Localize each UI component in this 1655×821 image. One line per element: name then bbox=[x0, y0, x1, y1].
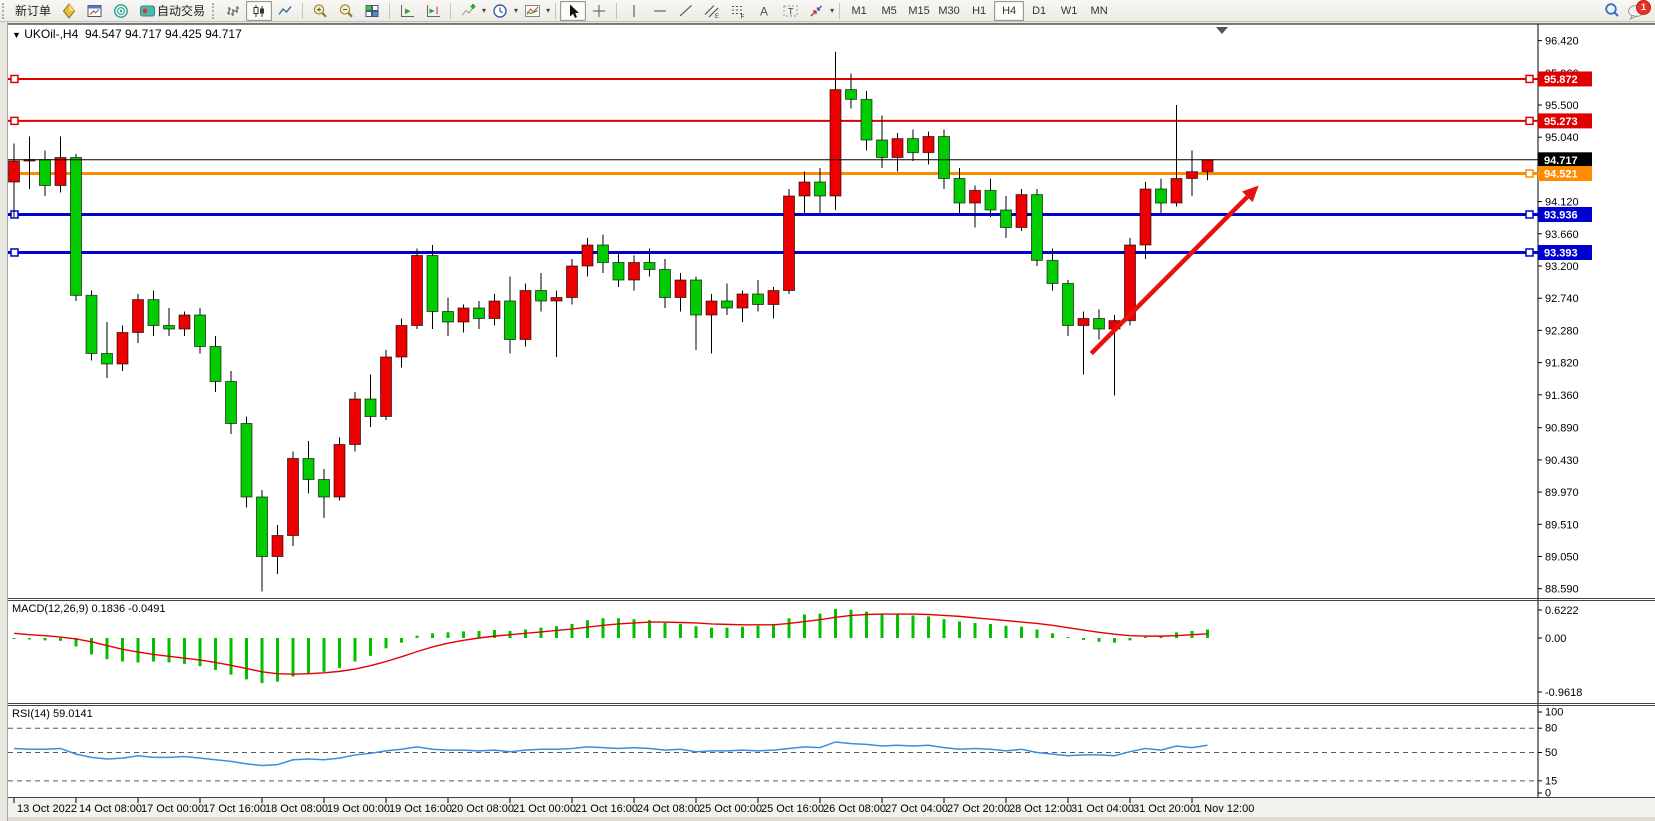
rsi-panel[interactable] bbox=[8, 706, 1537, 796]
indicators-button[interactable] bbox=[455, 1, 481, 21]
main-chart-panel[interactable] bbox=[8, 24, 1537, 597]
trendline-button[interactable] bbox=[673, 1, 699, 21]
arrows-dropdown-icon[interactable]: ▾ bbox=[830, 6, 835, 15]
profiles-icon[interactable] bbox=[82, 1, 108, 21]
chart-menu-icon[interactable]: ▼ bbox=[12, 30, 21, 40]
arrows-tool-button[interactable] bbox=[803, 1, 829, 21]
zoom-in-button[interactable] bbox=[307, 1, 333, 21]
new-order-button[interactable]: 新订单 bbox=[15, 4, 52, 18]
market-watch-icon[interactable] bbox=[108, 1, 134, 21]
timeframe-button-m1[interactable]: M1 bbox=[851, 4, 867, 17]
templates-button[interactable] bbox=[519, 1, 545, 21]
toolbar-separator bbox=[555, 2, 557, 19]
horizontal-line-button[interactable] bbox=[647, 1, 673, 21]
chat-icon[interactable]: 1 bbox=[1625, 0, 1651, 21]
autotrading-icon bbox=[140, 5, 156, 16]
toolbar-grip[interactable] bbox=[2, 2, 7, 19]
timeframe-button-m5[interactable]: M5 bbox=[881, 4, 897, 17]
timeframe-button-h1[interactable]: H1 bbox=[972, 4, 987, 17]
svg-text:F: F bbox=[740, 13, 744, 19]
toolbar-separator bbox=[302, 2, 304, 19]
timeframe-button-mn[interactable]: MN bbox=[1090, 4, 1108, 17]
svg-text:E: E bbox=[715, 14, 719, 19]
macd-panel[interactable] bbox=[8, 601, 1537, 702]
line-chart-button[interactable] bbox=[272, 1, 298, 21]
fibonacci-button[interactable]: F bbox=[725, 1, 751, 21]
toolbar-separator bbox=[450, 2, 452, 19]
macd-name: MACD(12,26,9) bbox=[12, 603, 89, 615]
candlestick-chart-button[interactable] bbox=[246, 0, 273, 21]
search-icon[interactable] bbox=[1599, 1, 1625, 21]
timeframe-button-m15[interactable]: M15 bbox=[908, 4, 930, 17]
autotrading-button[interactable]: 自动交易 bbox=[134, 1, 210, 21]
macd-values: 0.1836 -0.0491 bbox=[91, 603, 166, 615]
rsi-value: 59.0141 bbox=[52, 708, 93, 720]
rsi-label: RSI(14) 59.0141 bbox=[12, 708, 93, 720]
toolbar-right-group: 1 bbox=[1599, 0, 1655, 21]
cursor-button[interactable] bbox=[560, 0, 587, 21]
svg-text:T: T bbox=[788, 6, 794, 16]
autotrading-label: 自动交易 bbox=[157, 4, 206, 18]
main-toolbar: 新订单 自动交易 ▾ ▾ bbox=[0, 0, 1655, 22]
time-axis-strip[interactable] bbox=[8, 798, 1655, 817]
horizontal-scrollbar[interactable] bbox=[8, 817, 1655, 821]
chart-symbol-period: UKOil-,H4 bbox=[24, 27, 79, 41]
macd-label: MACD(12,26,9) 0.1836 -0.0491 bbox=[12, 603, 166, 615]
equidistant-channel-button[interactable]: E bbox=[699, 1, 725, 21]
text-tool-button[interactable]: A bbox=[751, 1, 777, 21]
text-label-button[interactable]: T bbox=[777, 1, 803, 21]
toolbar-separator bbox=[616, 2, 618, 19]
tile-windows-button[interactable] bbox=[359, 1, 385, 21]
timeframe-button-d1[interactable]: D1 bbox=[1032, 4, 1047, 17]
chart-title: ▼ UKOil-,H4 94.547 94.717 94.425 94.717 bbox=[12, 27, 242, 41]
crosshair-button[interactable] bbox=[586, 1, 612, 21]
toolbar-grip[interactable] bbox=[212, 2, 217, 19]
svg-text:A: A bbox=[760, 4, 768, 18]
chat-notification-badge: 1 bbox=[1636, 0, 1651, 15]
price-axis[interactable] bbox=[1538, 24, 1655, 797]
toolbar-separator bbox=[389, 2, 391, 19]
vertical-line-button[interactable] bbox=[621, 1, 647, 21]
periods-dropdown-icon[interactable]: ▾ bbox=[514, 6, 519, 15]
timeframe-button-m30[interactable]: M30 bbox=[938, 4, 960, 17]
timeframe-group: M1 M5 M15 M30 H1 H4 D1 W1 MN bbox=[844, 0, 1114, 21]
periods-button[interactable] bbox=[487, 1, 513, 21]
timeframe-button-h4[interactable]: H4 bbox=[994, 0, 1025, 21]
chart-shift-button[interactable] bbox=[420, 1, 446, 21]
zoom-out-button[interactable] bbox=[333, 1, 359, 21]
templates-dropdown-icon[interactable]: ▾ bbox=[546, 6, 551, 15]
bar-chart-button[interactable] bbox=[220, 1, 246, 21]
toolbar-separator bbox=[839, 2, 841, 19]
new-chart-icon[interactable] bbox=[56, 1, 82, 21]
chart-ohlc-values: 94.547 94.717 94.425 94.717 bbox=[84, 27, 242, 41]
auto-scroll-button[interactable] bbox=[394, 1, 420, 21]
rsi-name: RSI(14) bbox=[12, 708, 50, 720]
indicators-dropdown-icon[interactable]: ▾ bbox=[482, 6, 487, 15]
timeframe-button-w1[interactable]: W1 bbox=[1060, 4, 1078, 17]
